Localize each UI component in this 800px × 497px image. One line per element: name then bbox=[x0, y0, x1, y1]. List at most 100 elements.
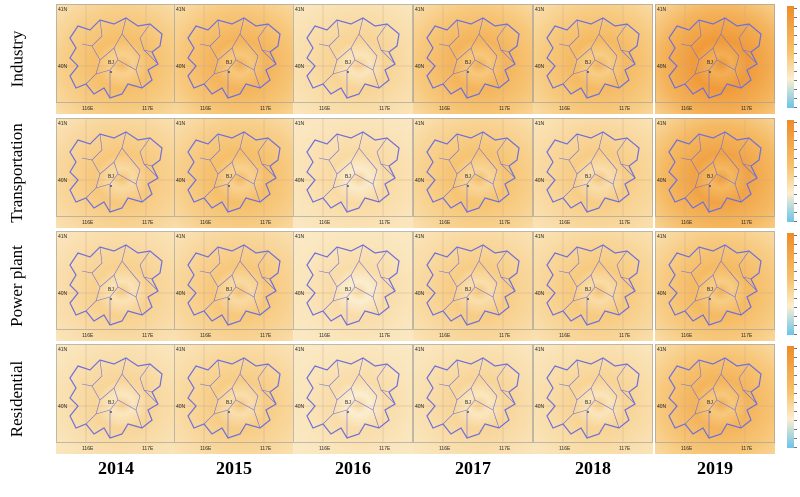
lon-label-right: 117E bbox=[142, 220, 154, 226]
city-dot bbox=[467, 71, 469, 73]
map-svg: BJ 41N 40N 116E 117E bbox=[413, 231, 533, 341]
lat-label-top: 41N bbox=[657, 234, 667, 240]
lat-label-mid: 40N bbox=[535, 64, 545, 70]
province-boundary bbox=[187, 244, 281, 326]
district-boundary bbox=[143, 389, 159, 405]
city-label: BJ bbox=[585, 60, 591, 66]
lon-label-right: 117E bbox=[741, 220, 753, 226]
district-boundary bbox=[620, 49, 636, 65]
lat-label-mid: 40N bbox=[295, 404, 305, 410]
district-boundary bbox=[99, 161, 115, 175]
district-boundary bbox=[716, 399, 736, 411]
concentration-field bbox=[413, 4, 533, 114]
city-dot bbox=[228, 185, 230, 187]
district-boundary bbox=[616, 363, 630, 393]
map-frame bbox=[533, 118, 653, 217]
province-boundary bbox=[668, 244, 762, 326]
lat-label-mid: 40N bbox=[657, 178, 667, 184]
lon-label-right: 117E bbox=[142, 106, 154, 112]
district-boundary bbox=[684, 272, 700, 312]
lat-label-mid: 40N bbox=[415, 64, 425, 70]
lon-label-left: 116E bbox=[439, 106, 451, 112]
lat-label-top: 41N bbox=[295, 234, 305, 240]
lon-label-right: 117E bbox=[379, 446, 391, 452]
district-boundary bbox=[694, 296, 710, 302]
district-boundary bbox=[336, 274, 352, 288]
lat-label-mid: 40N bbox=[176, 404, 186, 410]
lon-label-left: 116E bbox=[319, 333, 331, 339]
district-boundary bbox=[620, 163, 636, 179]
district-boundary bbox=[322, 45, 338, 85]
lon-label-right: 117E bbox=[379, 106, 391, 112]
district-boundary bbox=[332, 296, 348, 302]
district-boundary bbox=[247, 157, 261, 203]
district-boundary bbox=[336, 161, 352, 175]
district-boundary bbox=[474, 173, 494, 185]
district-boundary bbox=[129, 383, 143, 429]
district-boundary bbox=[716, 59, 736, 71]
city-label: BJ bbox=[226, 287, 232, 293]
district-boundary bbox=[366, 383, 380, 429]
province-boundary bbox=[426, 244, 520, 326]
lon-label-left: 116E bbox=[559, 220, 571, 226]
lon-label-right: 117E bbox=[379, 220, 391, 226]
colorbar-gradient bbox=[787, 346, 794, 448]
district-boundary bbox=[738, 250, 752, 280]
map-panel: BJ 41N 40N 116E 117E bbox=[56, 344, 176, 454]
district-boundary bbox=[738, 363, 752, 393]
colorbar bbox=[787, 120, 800, 222]
district-boundary bbox=[698, 161, 714, 175]
district-boundary bbox=[680, 359, 702, 387]
lon-label-right: 117E bbox=[619, 333, 631, 339]
lat-label-top: 41N bbox=[657, 7, 667, 13]
lat-label-mid: 40N bbox=[58, 404, 68, 410]
district-boundary bbox=[366, 270, 380, 316]
district-boundary bbox=[680, 19, 702, 47]
lon-label-right: 117E bbox=[741, 333, 753, 339]
district-boundary bbox=[261, 276, 277, 292]
district-boundary bbox=[742, 389, 758, 405]
district-boundary bbox=[318, 359, 340, 387]
map-panel: BJ 41N 40N 116E 117E bbox=[413, 344, 533, 454]
province-boundary bbox=[187, 17, 281, 99]
lat-label-top: 41N bbox=[657, 121, 667, 127]
district-boundary bbox=[496, 23, 510, 53]
lat-label-top: 41N bbox=[58, 347, 68, 353]
district-boundary bbox=[500, 276, 516, 292]
city-label: BJ bbox=[585, 174, 591, 180]
city-dot bbox=[110, 411, 112, 413]
lon-label-right: 117E bbox=[260, 106, 272, 112]
district-boundary bbox=[738, 23, 752, 53]
city-dot bbox=[228, 71, 230, 73]
map-frame bbox=[655, 344, 775, 443]
lat-label-top: 41N bbox=[415, 7, 425, 13]
map-svg: BJ 41N 40N 116E 117E bbox=[174, 231, 294, 341]
concentration-field bbox=[533, 4, 653, 114]
city-label: BJ bbox=[108, 400, 114, 406]
concentration-field bbox=[413, 118, 533, 228]
district-boundary bbox=[318, 19, 340, 47]
map-frame bbox=[413, 231, 533, 330]
colorbar-gradient bbox=[787, 233, 794, 335]
district-boundary bbox=[742, 49, 758, 65]
concentration-field bbox=[293, 231, 413, 341]
city-label: BJ bbox=[465, 174, 471, 180]
district-boundary bbox=[376, 363, 390, 393]
province-boundary bbox=[668, 17, 762, 99]
district-boundary bbox=[85, 385, 101, 425]
city-dot bbox=[110, 298, 112, 300]
district-boundary bbox=[728, 270, 742, 316]
lon-label-right: 117E bbox=[499, 333, 511, 339]
map-panel: BJ 41N 40N 116E 117E bbox=[533, 4, 653, 114]
lat-label-mid: 40N bbox=[657, 404, 667, 410]
district-boundary bbox=[576, 274, 592, 288]
district-boundary bbox=[95, 183, 111, 189]
city-label: BJ bbox=[226, 60, 232, 66]
map-frame bbox=[655, 4, 775, 103]
concentration-field bbox=[533, 231, 653, 341]
district-boundary bbox=[616, 250, 630, 280]
lat-label-top: 41N bbox=[176, 121, 186, 127]
city-dot bbox=[467, 411, 469, 413]
district-boundary bbox=[235, 399, 255, 411]
city-label: BJ bbox=[345, 287, 351, 293]
